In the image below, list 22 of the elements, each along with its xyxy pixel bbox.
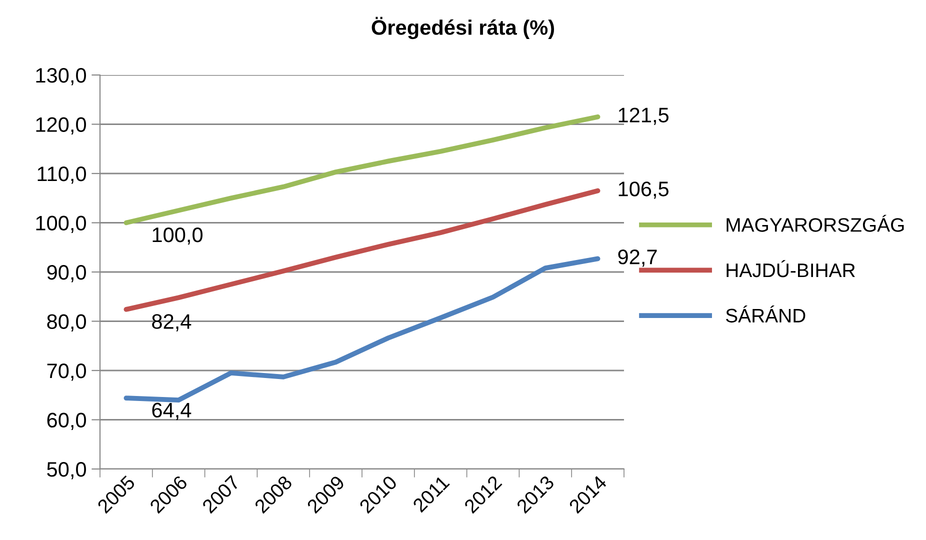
- y-tick-label: 60,0: [47, 412, 86, 430]
- y-tick-label: 80,0: [47, 314, 86, 332]
- y-tick-label: 120,0: [36, 117, 86, 134]
- chart-title: Öregedési ráta (%): [372, 16, 554, 40]
- data-label: 121,5: [618, 108, 669, 125]
- line-series: [124, 114, 600, 226]
- y-tick-label: 90,0: [47, 265, 86, 282]
- data-label: 64,4: [152, 402, 192, 420]
- y-tick-label: 110,0: [38, 166, 86, 184]
- y-tick-label: 100,0: [36, 216, 86, 233]
- legend-label: MAGYARORSZGÁG: [726, 214, 904, 232]
- data-label: 100,0: [152, 227, 203, 245]
- legend-label: HAJDÚ-BIHAR: [726, 260, 855, 278]
- data-label: 106,5: [618, 182, 669, 199]
- data-label: 82,4: [152, 314, 192, 332]
- line-series: [124, 188, 600, 312]
- line-series: [124, 256, 600, 402]
- y-tick-label: 130,0: [36, 68, 86, 86]
- y-tick-label: 50,0: [47, 462, 86, 480]
- data-label: 92,7: [618, 250, 657, 267]
- y-tick-label: 70,0: [47, 364, 86, 381]
- legend-label: SÁRÁND: [726, 306, 806, 323]
